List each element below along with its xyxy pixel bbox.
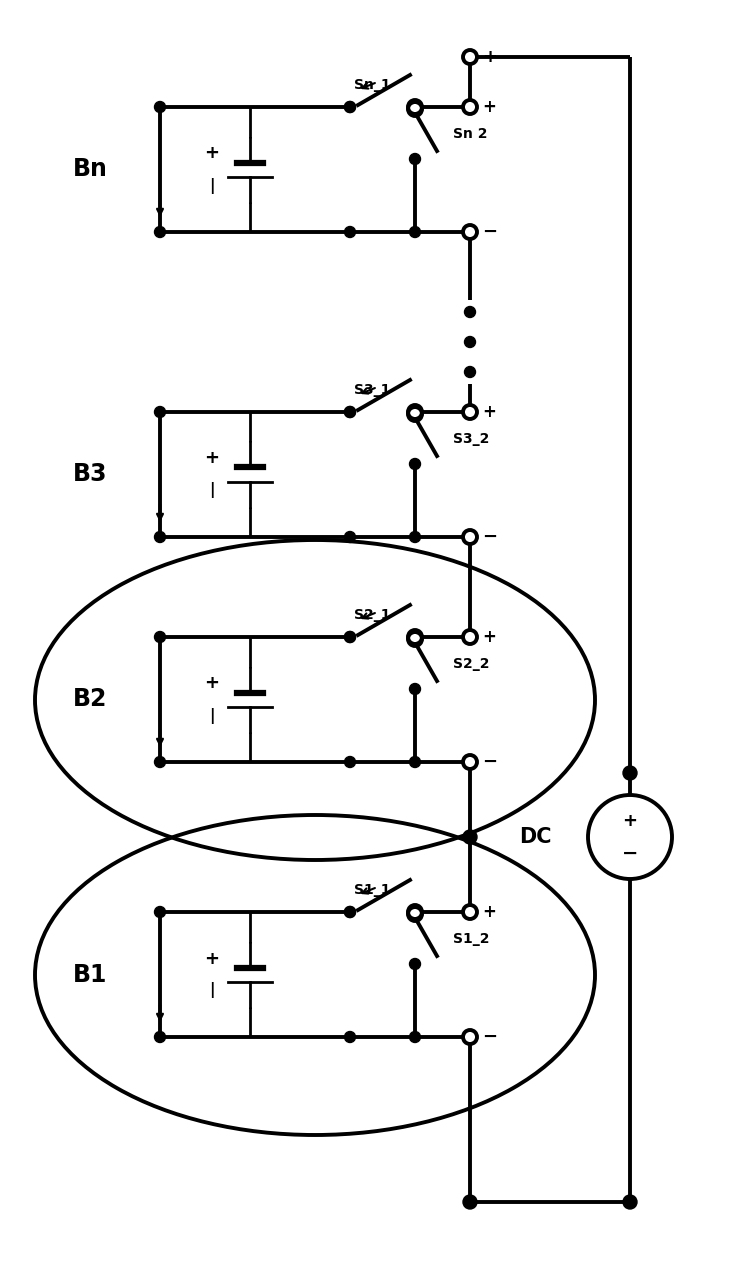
Text: B2: B2 xyxy=(73,688,107,712)
Text: Sn 2: Sn 2 xyxy=(453,127,487,141)
Circle shape xyxy=(344,101,355,113)
Text: |: | xyxy=(209,177,215,194)
Text: +: + xyxy=(623,812,637,830)
Text: −: − xyxy=(482,753,497,772)
Circle shape xyxy=(344,756,355,768)
Text: +: + xyxy=(482,48,497,66)
Circle shape xyxy=(410,153,421,165)
Circle shape xyxy=(623,767,637,780)
Text: |: | xyxy=(209,707,215,723)
Text: +: + xyxy=(205,674,220,693)
Circle shape xyxy=(344,407,355,418)
Circle shape xyxy=(154,407,165,418)
Circle shape xyxy=(410,459,421,470)
Circle shape xyxy=(408,407,422,421)
Circle shape xyxy=(410,531,421,542)
Circle shape xyxy=(410,227,421,237)
Circle shape xyxy=(408,103,422,117)
Circle shape xyxy=(463,1030,477,1044)
Text: B3: B3 xyxy=(73,462,108,487)
Text: −: − xyxy=(482,223,497,241)
Text: +: + xyxy=(482,98,496,117)
Text: |: | xyxy=(209,483,215,498)
Circle shape xyxy=(410,683,421,694)
Circle shape xyxy=(463,1195,477,1209)
Circle shape xyxy=(463,100,477,114)
Text: +: + xyxy=(205,450,220,468)
Circle shape xyxy=(154,756,165,768)
Circle shape xyxy=(408,905,422,919)
Circle shape xyxy=(154,1031,165,1043)
Circle shape xyxy=(463,226,477,239)
Circle shape xyxy=(463,755,477,769)
Circle shape xyxy=(410,756,421,768)
Text: −: − xyxy=(622,844,638,863)
Text: S3_2: S3_2 xyxy=(453,432,490,446)
Circle shape xyxy=(344,101,355,113)
Circle shape xyxy=(344,407,355,418)
Circle shape xyxy=(344,631,355,642)
Text: −: − xyxy=(482,528,497,546)
Text: S1_2: S1_2 xyxy=(453,933,490,946)
Circle shape xyxy=(344,631,355,642)
Circle shape xyxy=(463,830,477,844)
Text: Bn: Bn xyxy=(73,157,108,181)
Circle shape xyxy=(154,906,165,917)
Text: +: + xyxy=(205,949,220,968)
Circle shape xyxy=(408,632,422,646)
Circle shape xyxy=(154,531,165,542)
Circle shape xyxy=(464,307,476,318)
Circle shape xyxy=(464,366,476,378)
Text: +: + xyxy=(482,628,496,646)
Circle shape xyxy=(463,905,477,919)
Text: S2_1: S2_1 xyxy=(354,608,391,622)
Text: +: + xyxy=(482,403,496,421)
Text: S2_2: S2_2 xyxy=(453,658,490,672)
Circle shape xyxy=(408,405,422,419)
Circle shape xyxy=(463,405,477,419)
Circle shape xyxy=(344,531,355,542)
Text: −: − xyxy=(482,1028,497,1047)
Circle shape xyxy=(344,906,355,917)
Text: +: + xyxy=(205,144,220,162)
Circle shape xyxy=(463,530,477,544)
Circle shape xyxy=(464,337,476,347)
Circle shape xyxy=(410,959,421,969)
Text: |: | xyxy=(209,982,215,998)
Circle shape xyxy=(463,49,477,65)
Circle shape xyxy=(154,101,165,113)
Text: B1: B1 xyxy=(73,963,107,987)
Circle shape xyxy=(623,1195,637,1209)
Circle shape xyxy=(408,100,422,114)
Circle shape xyxy=(344,906,355,917)
Text: +: + xyxy=(482,903,496,921)
Text: S3_1: S3_1 xyxy=(355,383,391,397)
Circle shape xyxy=(344,227,355,237)
Circle shape xyxy=(344,1031,355,1043)
Circle shape xyxy=(408,630,422,644)
Text: S1_1: S1_1 xyxy=(354,883,391,897)
Circle shape xyxy=(410,1031,421,1043)
Circle shape xyxy=(154,227,165,237)
Circle shape xyxy=(463,630,477,644)
Circle shape xyxy=(408,907,422,921)
Text: Sn_1: Sn_1 xyxy=(354,79,391,92)
Text: DC: DC xyxy=(519,827,551,848)
Circle shape xyxy=(154,631,165,642)
